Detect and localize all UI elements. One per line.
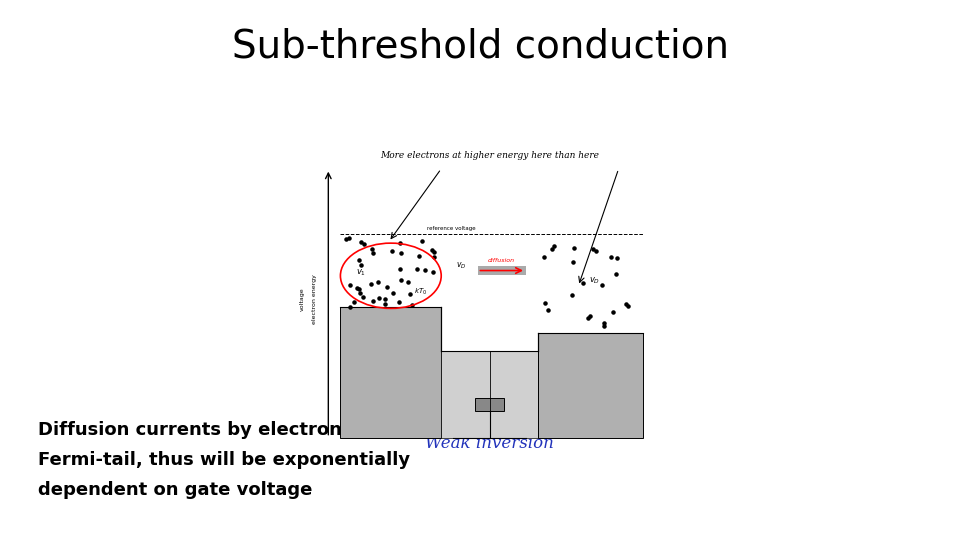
Polygon shape xyxy=(475,399,504,411)
Point xyxy=(546,241,562,250)
Point xyxy=(364,245,379,253)
Point xyxy=(342,281,357,289)
Point xyxy=(594,281,610,290)
Point xyxy=(417,266,432,275)
Polygon shape xyxy=(477,266,526,275)
Point xyxy=(379,283,395,292)
Point xyxy=(620,302,636,310)
Point xyxy=(414,237,429,245)
Point xyxy=(576,278,591,287)
Point xyxy=(410,265,425,273)
Point xyxy=(384,246,399,255)
Point xyxy=(365,248,380,257)
Point xyxy=(596,319,612,327)
Text: Diffusion currents by electrons in the: Diffusion currents by electrons in the xyxy=(38,421,418,439)
Point xyxy=(355,293,371,301)
Point xyxy=(351,285,367,293)
Point xyxy=(424,245,440,254)
Point xyxy=(354,238,370,246)
Point xyxy=(537,253,552,262)
Text: Weak inversion: Weak inversion xyxy=(425,435,554,451)
Point xyxy=(400,278,416,286)
Point xyxy=(351,256,367,265)
Text: dependent on gate voltage: dependent on gate voltage xyxy=(38,481,313,498)
Text: reference voltage: reference voltage xyxy=(427,226,475,232)
Point xyxy=(365,296,380,305)
Point xyxy=(343,302,358,311)
Point xyxy=(544,245,560,253)
Point xyxy=(566,244,582,252)
Point xyxy=(339,234,354,243)
Point xyxy=(341,233,356,242)
Point xyxy=(609,253,624,262)
Point xyxy=(372,294,387,303)
Polygon shape xyxy=(442,352,538,437)
Point xyxy=(385,289,400,298)
Point xyxy=(596,322,612,330)
Point xyxy=(540,306,556,314)
Point xyxy=(565,258,581,267)
Text: $v_D$: $v_D$ xyxy=(588,276,600,286)
Point xyxy=(392,298,407,306)
Point xyxy=(618,299,634,308)
Point xyxy=(425,268,441,276)
Text: Sub-threshold conduction: Sub-threshold conduction xyxy=(231,27,729,65)
Point xyxy=(405,300,420,309)
Point xyxy=(426,248,442,257)
Polygon shape xyxy=(341,307,442,437)
Point xyxy=(371,278,386,286)
Point xyxy=(393,239,408,247)
Text: More electrons at higher energy here than here: More electrons at higher energy here tha… xyxy=(380,151,599,160)
Point xyxy=(377,300,393,308)
Point xyxy=(356,240,372,248)
Text: voltage: voltage xyxy=(300,287,304,311)
Point xyxy=(605,307,620,316)
Point xyxy=(349,284,365,292)
Point xyxy=(393,264,408,273)
Text: diffusion: diffusion xyxy=(488,258,516,263)
Point xyxy=(394,275,409,284)
Text: $v_1$: $v_1$ xyxy=(355,268,366,279)
Point xyxy=(426,253,442,261)
Point xyxy=(585,245,600,254)
Text: electron energy: electron energy xyxy=(312,274,317,324)
Point xyxy=(564,291,580,299)
Point xyxy=(353,261,369,269)
Point xyxy=(603,253,618,261)
Text: $kT_0$: $kT_0$ xyxy=(415,286,427,296)
Point xyxy=(588,247,604,255)
Text: Fermi-tail, thus will be exponentially: Fermi-tail, thus will be exponentially xyxy=(38,451,411,469)
Point xyxy=(608,269,623,278)
Point xyxy=(377,295,393,303)
Point xyxy=(402,290,418,299)
Point xyxy=(364,280,379,288)
Polygon shape xyxy=(538,333,643,437)
Point xyxy=(582,312,597,320)
Point xyxy=(538,299,553,308)
Point xyxy=(393,248,408,257)
Point xyxy=(346,298,361,306)
Point xyxy=(580,314,595,322)
Point xyxy=(352,289,368,298)
Text: $v_D$: $v_D$ xyxy=(456,260,467,271)
Point xyxy=(412,252,427,260)
